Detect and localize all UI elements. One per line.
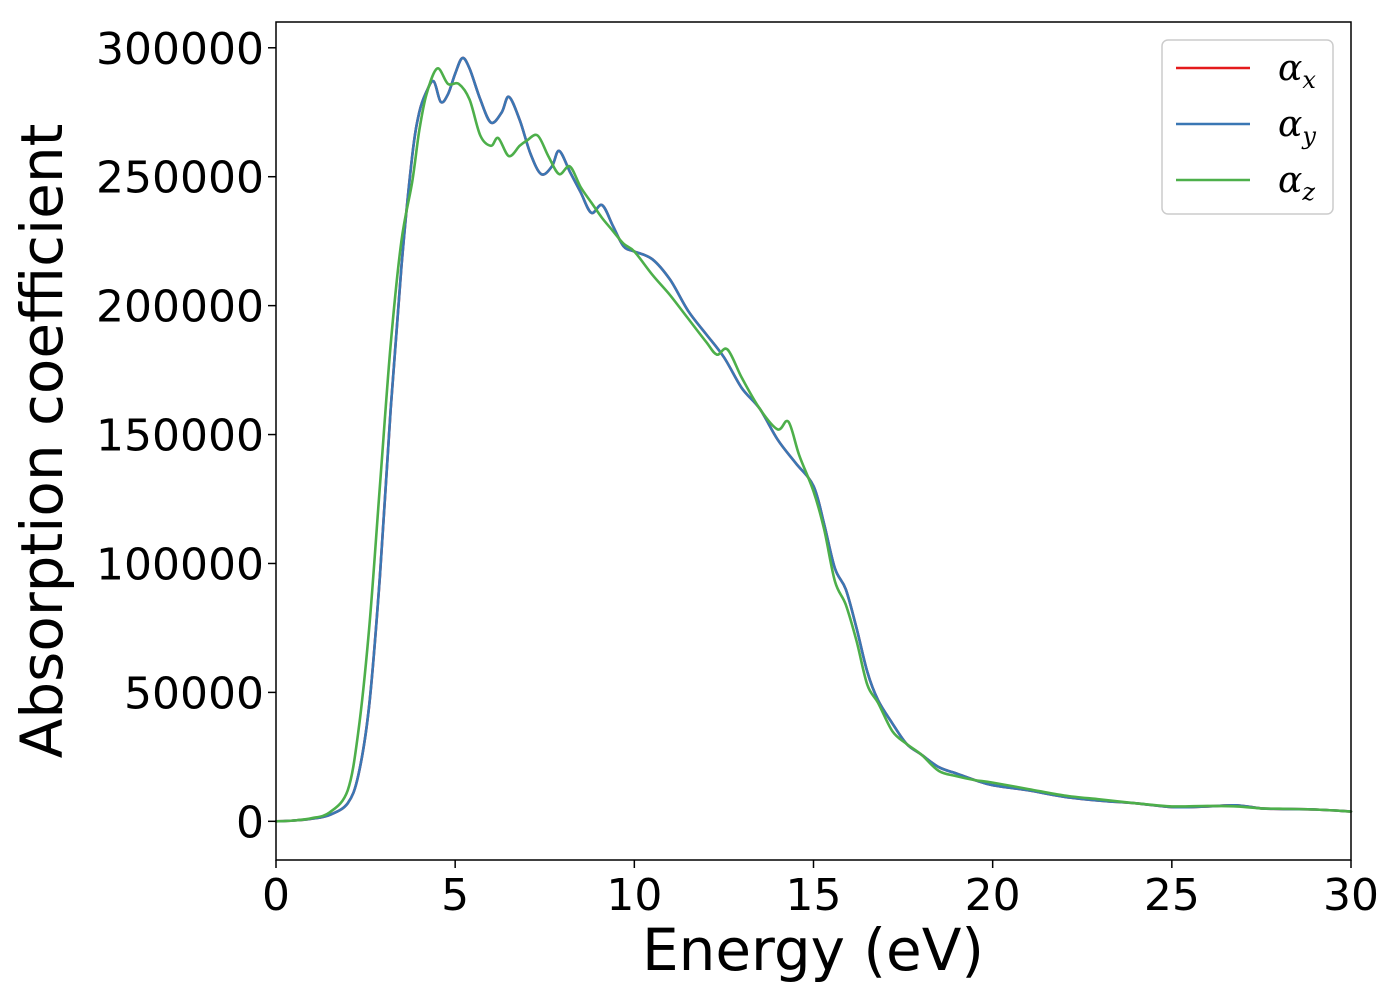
y-tick-label: 50000 (124, 668, 264, 719)
y-tick-label: 300000 (96, 24, 264, 75)
legend: αx αy αz (1161, 39, 1334, 215)
x-tick-label: 20 (965, 870, 1021, 921)
x-tick-label: 25 (1144, 870, 1200, 921)
y-axis-label: Absorption coefficient (8, 124, 76, 759)
y-tick-label: 200000 (96, 282, 264, 333)
y-tick-label: 100000 (96, 539, 264, 590)
tick-layer: 0 5 10 15 20 25 30 0 50000 100000 150000 200000 2500… (96, 24, 1379, 921)
legend-label-y: αy (1278, 104, 1316, 150)
series-line-z (274, 67, 1353, 823)
legend-box (1161, 39, 1334, 215)
y-tick-label: 0 (236, 797, 264, 848)
x-tick-label: 30 (1323, 870, 1379, 921)
legend-label-z: αz (1278, 160, 1315, 206)
series-layer (274, 56, 1353, 823)
x-tick-label: 15 (786, 870, 842, 921)
legend-label-x: αx (1278, 48, 1316, 94)
x-tick-label: 0 (262, 870, 290, 921)
x-tick-label: 5 (441, 870, 469, 921)
y-tick-label: 150000 (96, 411, 264, 462)
x-axis-label: Energy (eV) (642, 916, 984, 984)
y-tick-label: 250000 (96, 153, 264, 204)
x-tick-label: 10 (606, 870, 662, 921)
